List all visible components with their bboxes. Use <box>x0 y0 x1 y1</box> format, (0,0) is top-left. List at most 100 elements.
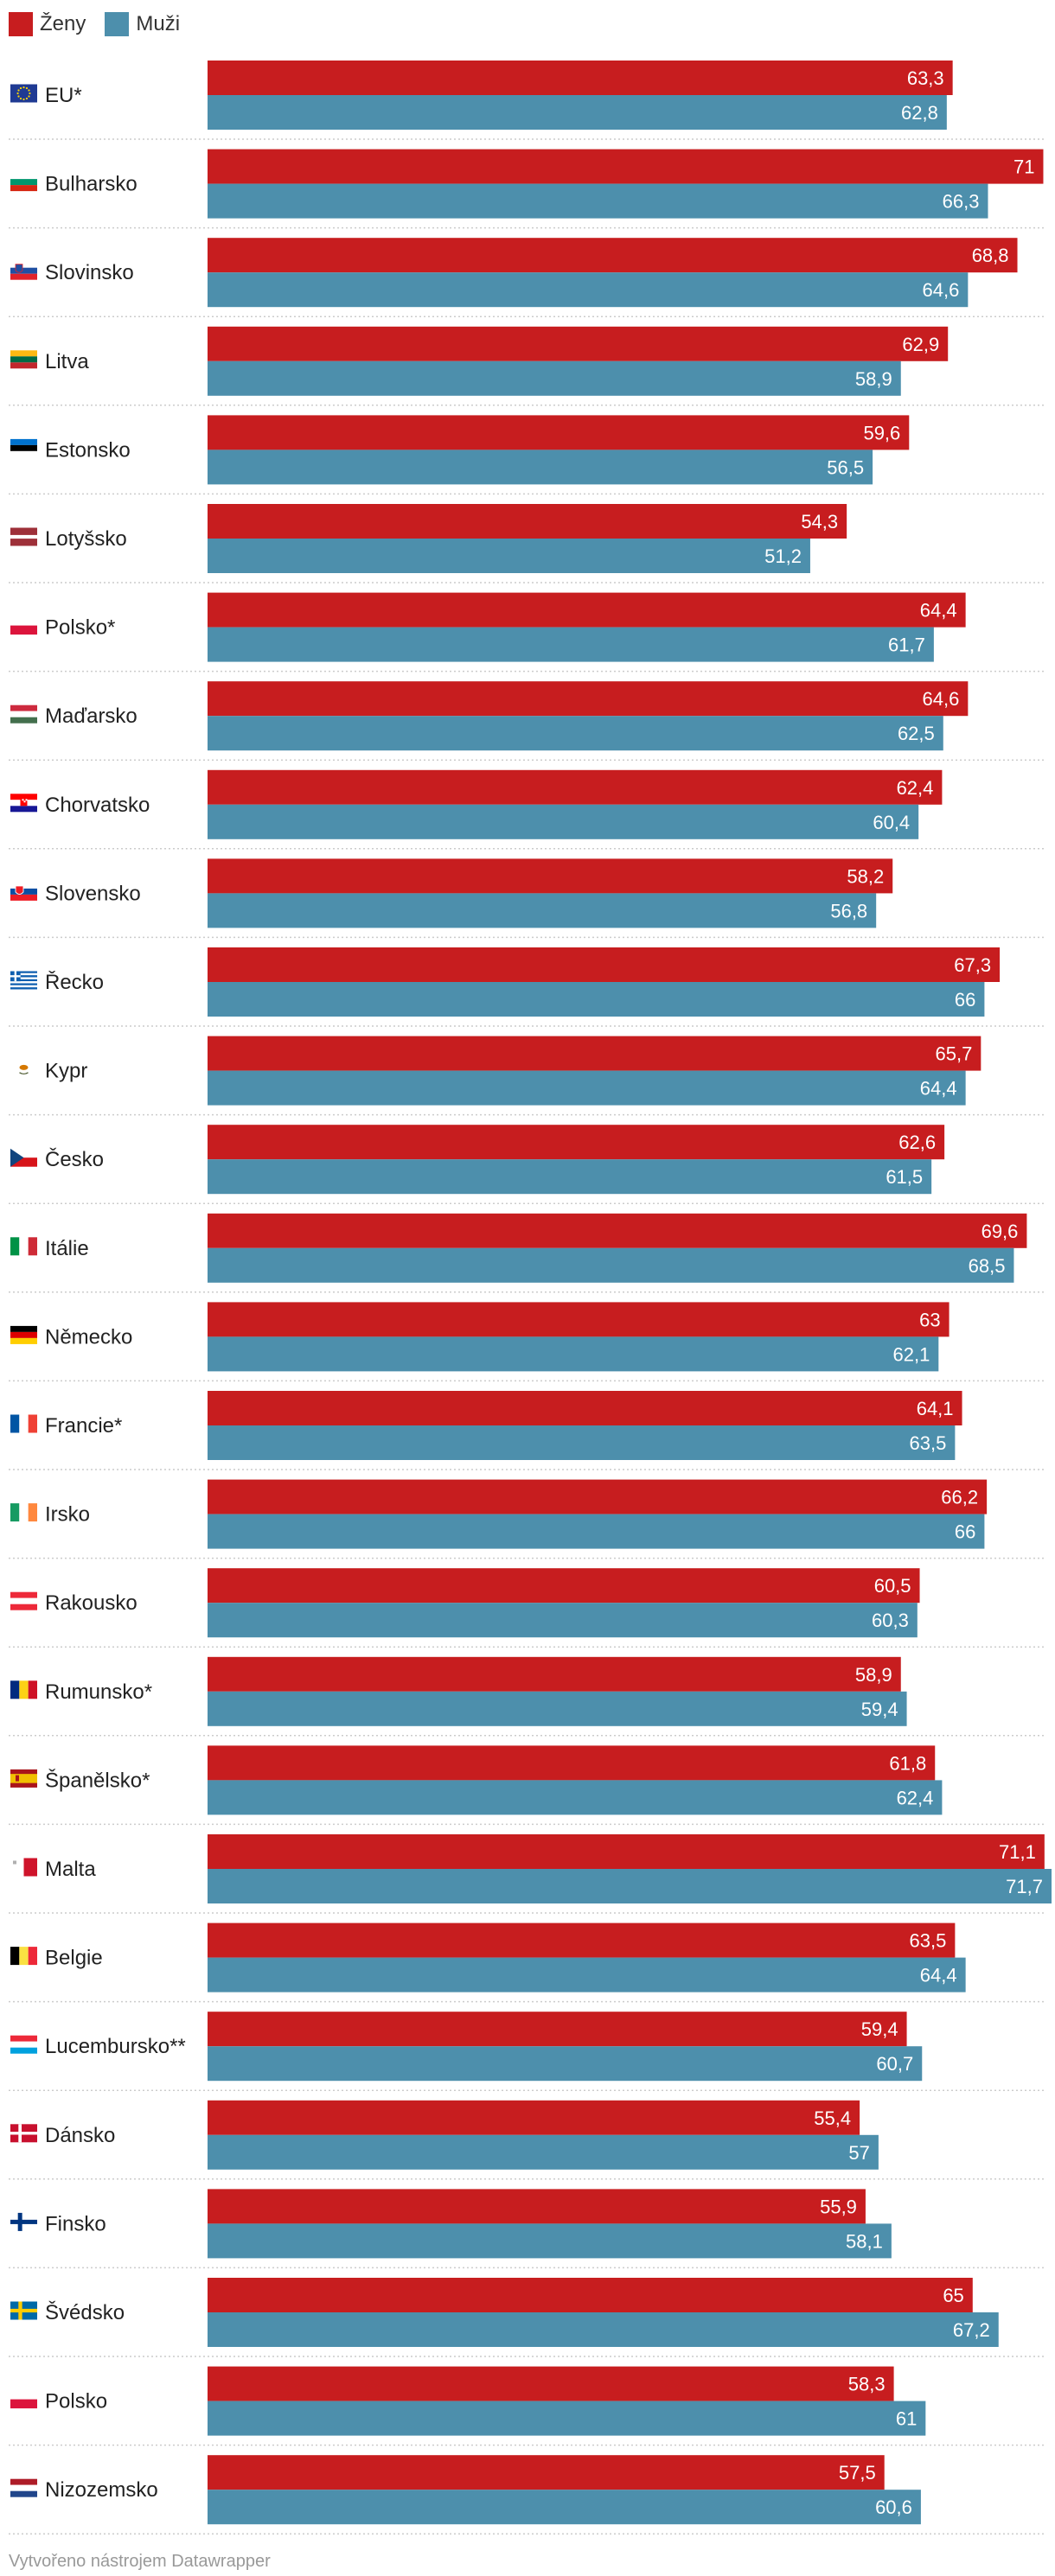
women-italie-13-bar[interactable] <box>208 1213 1027 1248</box>
women-slovinsko-2-bar[interactable] <box>208 238 1018 273</box>
women-irsko-16-bar[interactable] <box>208 1479 988 1514</box>
chart-legend: Ženy Muži <box>9 9 180 40</box>
men-dansko-23-bar[interactable] <box>208 2134 879 2170</box>
men-slovinsko-2-bar[interactable] <box>208 272 969 308</box>
men-italie-13-bar[interactable] <box>208 1247 1014 1283</box>
men-chorvatsko-8-bar[interactable] <box>208 804 919 839</box>
women-litva-3-bar[interactable] <box>208 326 949 361</box>
women-finsko-24-value-label: 55,9 <box>820 2196 857 2217</box>
women-estonsko-4-bar[interactable] <box>208 415 910 450</box>
men-slovensko-9-bar[interactable] <box>208 893 877 928</box>
legend-item-women[interactable]: Ženy <box>9 12 86 36</box>
chart-row-italie-13: Itálie 69,6 68,5 <box>9 1213 1046 1293</box>
category-label: Lucembursko** <box>45 2035 186 2058</box>
category-label: Nizozemsko <box>45 2478 158 2502</box>
men-rumunsko-18-value-label: 59,4 <box>861 1699 898 1720</box>
chart-row-eu-0: EU* 63,3 62,8 <box>9 61 1046 140</box>
women-lotyssko-5-value-label: 54,3 <box>801 511 838 532</box>
women-francie-15-bar[interactable] <box>208 1391 962 1425</box>
men-belgie-21-bar[interactable] <box>208 1957 966 1993</box>
women-bulharsko-1-value-label: 71 <box>1013 156 1034 178</box>
category-label: Chorvatsko <box>45 794 150 817</box>
men-estonsko-4-bar[interactable] <box>208 450 873 485</box>
women-svedsko-25-bar[interactable] <box>208 2278 973 2312</box>
women-lucembursko-22-bar[interactable] <box>208 2012 907 2047</box>
women-rumunsko-18-bar[interactable] <box>208 1656 901 1692</box>
men-eu-0-bar[interactable] <box>208 95 947 130</box>
women-recko-10-bar[interactable] <box>208 947 1001 982</box>
men-finsko-24-bar[interactable] <box>208 2223 892 2259</box>
women-nizozemsko-27-bar[interactable] <box>208 2455 885 2490</box>
women-rakousko-17-bar[interactable] <box>208 1568 920 1604</box>
men-polsko-26-bar[interactable] <box>208 2401 926 2436</box>
women-madarsko-7-bar[interactable] <box>208 681 969 717</box>
men-irsko-16-bar[interactable] <box>208 1514 985 1549</box>
chart-row-estonsko-4: Estonsko 59,6 56,5 <box>9 415 1046 495</box>
category-label: Švédsko <box>45 2300 125 2324</box>
women-nemecko-14-bar[interactable] <box>208 1302 950 1337</box>
category-label: EU* <box>45 84 82 107</box>
men-cesko-12-bar[interactable] <box>208 1159 932 1195</box>
women-eu-0-bar[interactable] <box>208 61 953 95</box>
category-label: Estonsko <box>45 438 131 462</box>
flag-lu-icon <box>10 2035 37 2054</box>
category-label: Belgie <box>45 1947 103 1970</box>
men-francie-15-bar[interactable] <box>208 1425 956 1460</box>
men-lotyssko-5-bar[interactable] <box>208 539 810 573</box>
category-label: Španělsko* <box>45 1768 150 1792</box>
men-cesko-12-value-label: 61,5 <box>886 1166 923 1188</box>
men-kypr-11-bar[interactable] <box>208 1070 966 1106</box>
flag-pl-icon <box>10 2390 37 2409</box>
men-spanelsko-19-bar[interactable] <box>208 1780 943 1815</box>
category-label: Česko <box>45 1147 104 1171</box>
women-polsko-6-bar[interactable] <box>208 592 966 628</box>
chart-row-polsko-26: Polsko 58,3 61 <box>9 2366 1046 2446</box>
men-nemecko-14-bar[interactable] <box>208 1336 939 1372</box>
category-label: Rumunsko* <box>45 1680 152 1704</box>
men-slovensko-9-value-label: 56,8 <box>830 900 867 921</box>
chart-row-bulharsko-1: Bulharsko 71 66,3 <box>9 149 1046 229</box>
women-spanelsko-19-value-label: 61,8 <box>889 1752 926 1774</box>
men-rumunsko-18-bar[interactable] <box>208 1691 907 1726</box>
flag-ie-icon <box>10 1503 37 1522</box>
women-dansko-23-bar[interactable] <box>208 2100 860 2135</box>
men-recko-10-value-label: 66 <box>955 989 975 1011</box>
legend-item-men[interactable]: Muži <box>105 12 180 36</box>
women-bulharsko-1-bar[interactable] <box>208 149 1044 184</box>
women-belgie-21-bar[interactable] <box>208 1922 956 1958</box>
footer-credit: Vytvořeno nástrojem Datawrapper <box>9 2552 271 2571</box>
women-rakousko-17-value-label: 60,5 <box>874 1575 911 1597</box>
women-kypr-11-value-label: 65,7 <box>935 1043 972 1065</box>
women-malta-20-value-label: 71,1 <box>999 1841 1036 1863</box>
women-polsko-26-bar[interactable] <box>208 2366 894 2401</box>
women-spanelsko-19-bar[interactable] <box>208 1745 936 1781</box>
flag-de-icon <box>10 1325 37 1344</box>
category-label: Itálie <box>45 1237 89 1260</box>
men-italie-13-value-label: 68,5 <box>969 1255 1006 1277</box>
men-rakousko-17-bar[interactable] <box>208 1603 918 1638</box>
women-lotyssko-5-bar[interactable] <box>208 504 847 539</box>
women-slovensko-9-bar[interactable] <box>208 858 893 894</box>
women-malta-20-bar[interactable] <box>208 1834 1045 1869</box>
women-kypr-11-bar[interactable] <box>208 1036 981 1071</box>
men-bulharsko-1-bar[interactable] <box>208 183 988 219</box>
women-finsko-24-bar[interactable] <box>208 2189 866 2224</box>
men-lucembursko-22-value-label: 60,7 <box>876 2053 913 2075</box>
men-madarsko-7-bar[interactable] <box>208 716 943 751</box>
category-label: Polsko* <box>45 616 115 640</box>
men-nizozemsko-27-bar[interactable] <box>208 2490 921 2525</box>
men-malta-20-value-label: 71,7 <box>1006 1876 1043 1897</box>
men-finsko-24-value-label: 58,1 <box>846 2230 883 2252</box>
men-polsko-6-bar[interactable] <box>208 627 934 662</box>
women-belgie-21-value-label: 63,5 <box>910 1930 947 1952</box>
men-recko-10-bar[interactable] <box>208 982 985 1017</box>
women-chorvatsko-8-bar[interactable] <box>208 769 943 805</box>
legend-swatch-men <box>105 12 130 36</box>
men-malta-20-bar[interactable] <box>208 1869 1052 1903</box>
men-litva-3-bar[interactable] <box>208 360 901 396</box>
women-cesko-12-bar[interactable] <box>208 1125 945 1160</box>
men-lucembursko-22-bar[interactable] <box>208 2046 923 2082</box>
men-madarsko-7-value-label: 62,5 <box>898 723 935 744</box>
men-svedsko-25-bar[interactable] <box>208 2312 999 2347</box>
men-lotyssko-5-value-label: 51,2 <box>764 545 802 567</box>
